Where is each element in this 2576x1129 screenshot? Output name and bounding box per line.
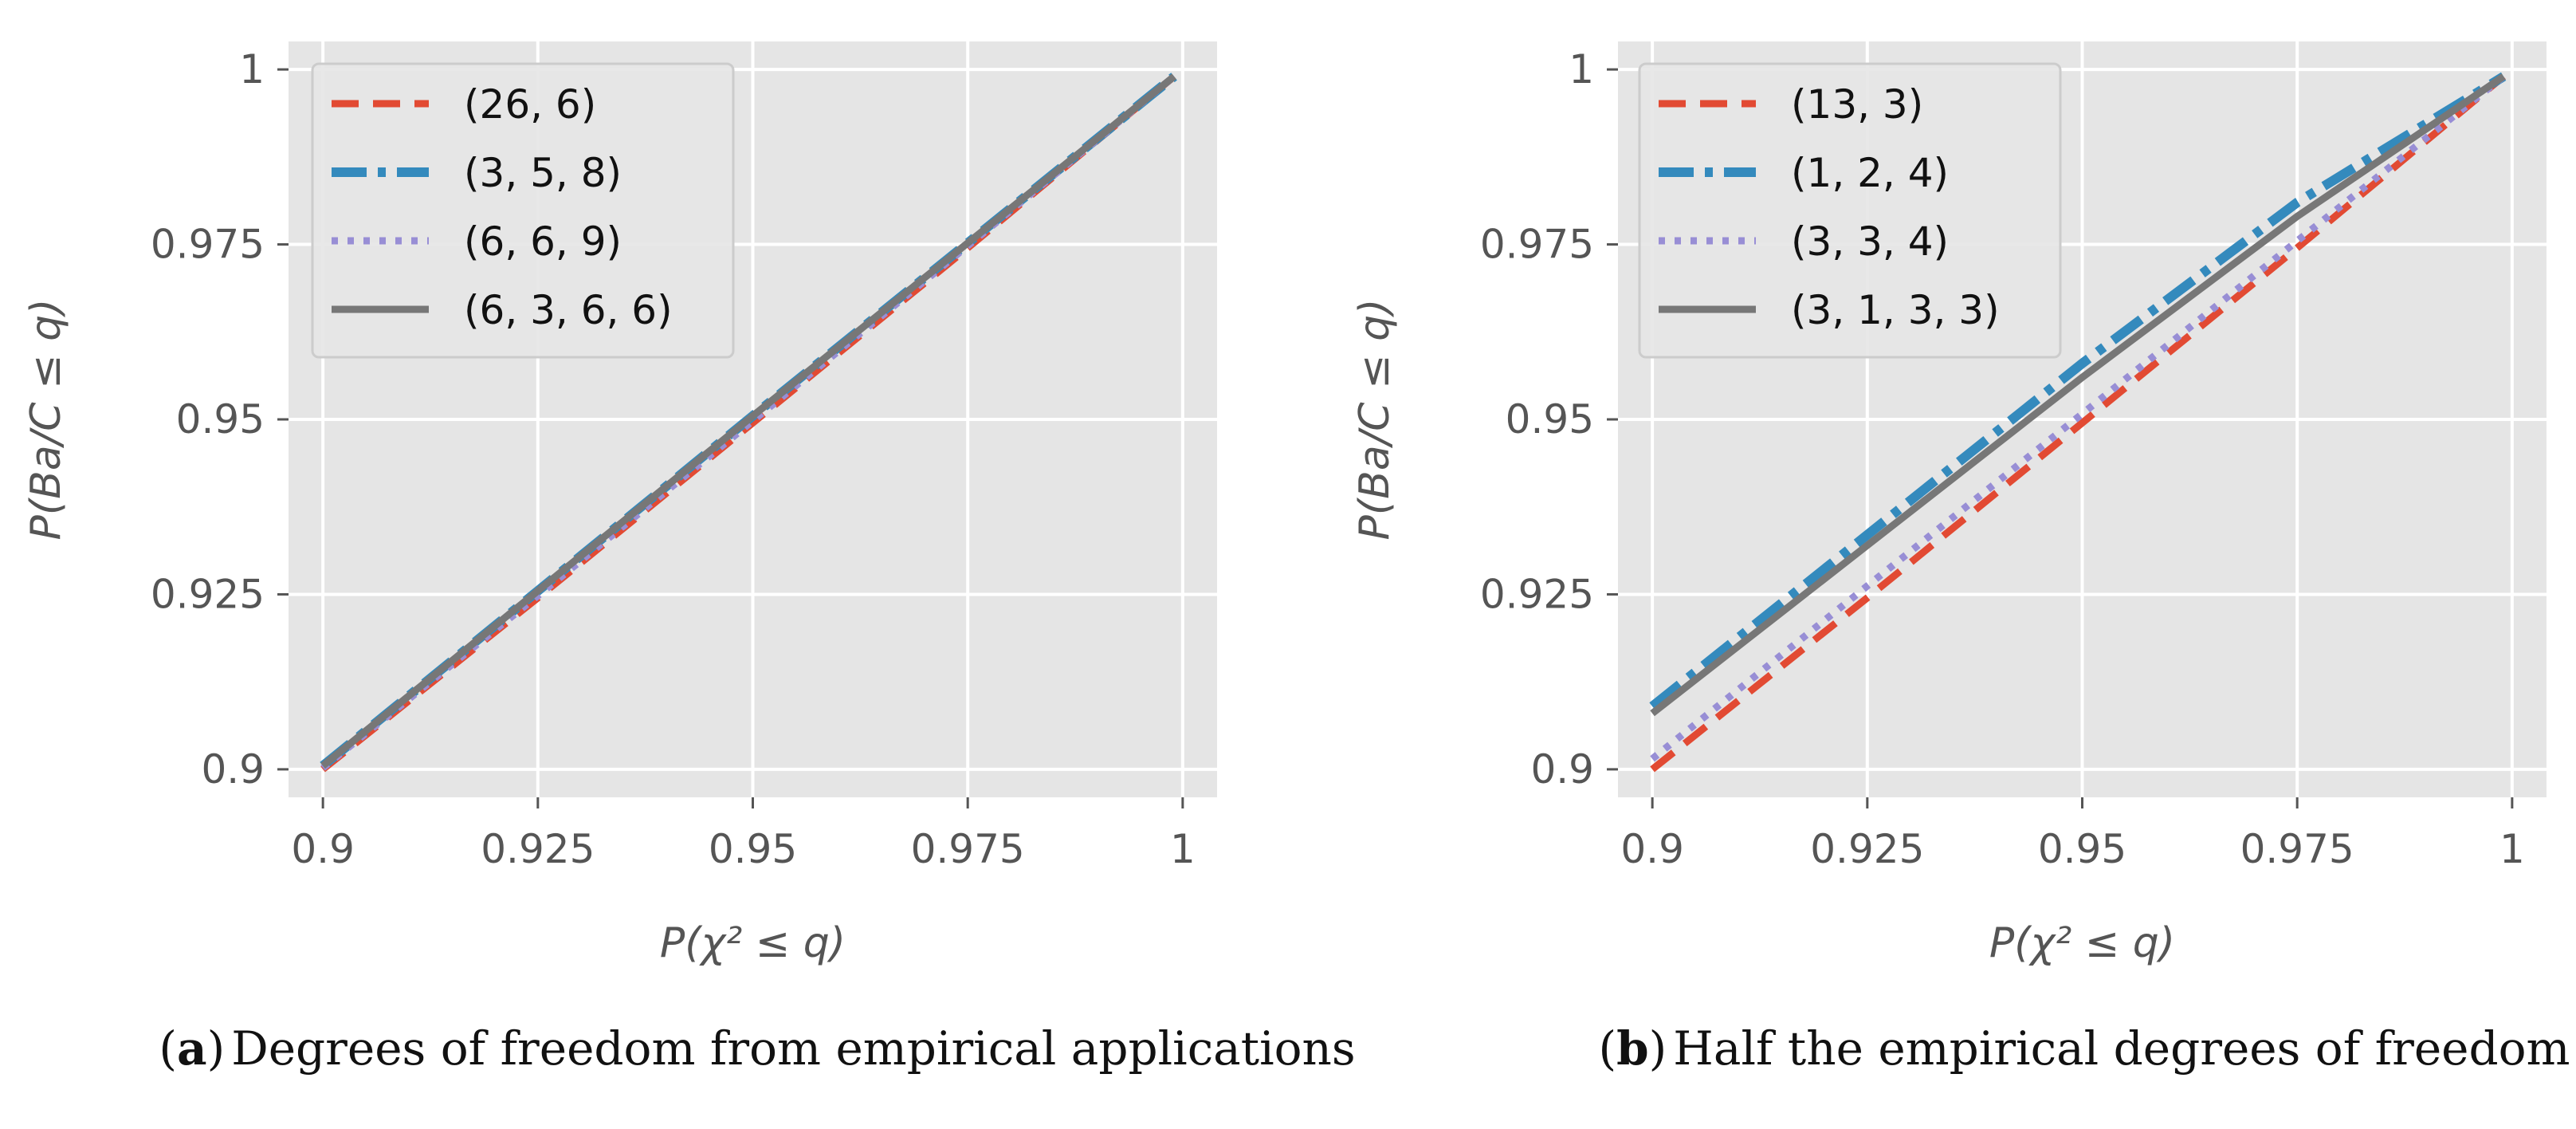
caption-b: (b) Half the empirical degrees of freedom [1598,1021,2570,1076]
legend-label: (6, 6, 9) [464,218,622,265]
series-line [1649,72,2507,710]
y-axis-label: P(Ba/C ≤ q) [22,299,70,541]
x-tick-label: 0.9 [291,826,355,872]
series-line [1650,73,2506,773]
x-tick-label: 0.925 [481,826,595,872]
series-line [1650,73,2506,717]
x-tick-label: 1 [2499,826,2525,872]
legend-box [1638,62,2062,359]
chart-panel-b: 0.9 0.925 0.95 0.975 1 0.9 0.925 0.95 0.975 1 P(χ²… [1351,41,2547,967]
caption-b-letter: b [1616,1021,1649,1076]
y-tick-label: 0.975 [1480,222,1594,268]
legend-label: (3, 3, 4) [1791,218,1949,265]
legend-label: (3, 5, 8) [464,150,622,196]
legend-label: (6, 3, 6, 6) [464,287,673,333]
x-tick-label: 0.925 [1810,826,1924,872]
x-tick-label: 0.975 [2240,826,2354,872]
y-tick-label: 0.925 [151,571,265,617]
x-axis-label: P(χ² ≤ q) [1989,919,2175,967]
y-axis-label: P(Ba/C ≤ q) [1351,299,1399,541]
caption-a-text: Degrees of freedom from empirical applic… [231,1021,1355,1076]
x-tick-label: 0.9 [1620,826,1684,872]
x-tick-label: 1 [1170,826,1196,872]
y-tick-label: 0.9 [201,746,265,793]
legend-label: (26, 6) [464,81,596,128]
y-tick-label: 0.95 [176,396,265,443]
x-axis-label: P(χ² ≤ q) [660,919,846,967]
x-tick-label: 0.975 [911,826,1025,872]
y-tick-label: 0.95 [1506,396,1594,443]
legend-box [311,62,735,359]
legend-label: (1, 2, 4) [1791,150,1949,196]
y-tick-label: 1 [1569,46,1594,92]
y-tick-label: 0.925 [1480,571,1594,617]
caption-b-text: Half the empirical degrees of freedom [1673,1021,2570,1076]
chart-panel-a: 0.9 0.925 0.95 0.975 1 0.9 0.925 0.95 0.975 1 P(χ²… [22,41,1217,967]
series-line [320,73,1176,769]
caption-a-letter: a [177,1021,207,1076]
y-tick-label: 0.9 [1530,746,1594,793]
legend-label: (13, 3) [1791,81,1923,128]
caption-a: (a) Degrees of freedom from empirical app… [159,1021,1355,1076]
legend: (13, 3) (1, 2, 4) (3, 3, 4) (3, 1, 3, 3) [1638,62,2062,359]
x-tick-label: 0.95 [2038,826,2126,872]
series-line [1650,73,2506,762]
x-tick-label: 0.95 [709,826,797,872]
y-tick-label: 1 [239,46,265,92]
y-tick-label: 0.975 [151,222,265,268]
legend: (26, 6) (3, 5, 8) (6, 6, 9) (6, 3, 6, 6) [311,62,735,359]
legend-label: (3, 1, 3, 3) [1791,287,2000,333]
